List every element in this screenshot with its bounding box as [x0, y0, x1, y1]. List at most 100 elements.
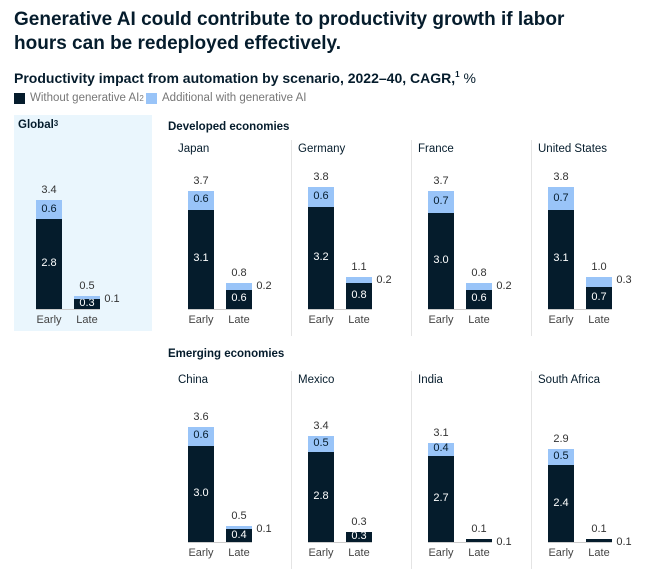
panel-name-china: China — [178, 374, 209, 386]
global-early-total-label: 3.4 — [41, 184, 57, 197]
global-early-base-bar — [36, 219, 62, 309]
japan-late-total-label: 0.8 — [231, 267, 247, 280]
japan-early-base-bar — [188, 209, 214, 309]
panel-name-mexico: Mexico — [298, 374, 335, 386]
china-late-add-label: 0.1 — [256, 523, 272, 535]
legend-item-without-genai: Without generative AI 2 — [14, 92, 144, 104]
united-states-early-add-label: 0.7 — [553, 191, 569, 204]
global-header: Global3 — [18, 119, 59, 131]
south-africa-early-base-label: 2.4 — [553, 496, 569, 509]
global-late-total-label: 0.5 — [79, 280, 95, 293]
germany-late-base-bar — [346, 283, 372, 309]
baseline — [428, 309, 492, 310]
india-early-total-label: 3.1 — [433, 426, 449, 439]
india-late-bar — [466, 539, 492, 542]
legend-label: Additional with generative AI — [162, 92, 307, 104]
united-states-late-add-label: 0.3 — [616, 274, 632, 286]
panel-name-germany: Germany — [298, 143, 346, 155]
mexico-late-base-bar — [346, 532, 372, 542]
emerging-header: Emerging economies — [168, 348, 285, 360]
france-early-add-bar — [428, 190, 454, 213]
japan-early-total-label: 3.7 — [193, 174, 209, 187]
germany-late-add-label: 0.2 — [376, 274, 392, 286]
south-africa-early-add-label: 0.5 — [553, 450, 569, 463]
south-africa-early-tick-label: Early — [548, 547, 574, 559]
global-late-tick-label: Late — [76, 314, 98, 326]
mexico-early-total-label: 3.4 — [313, 420, 329, 433]
panel-name-united-states: United States — [538, 143, 608, 155]
united-states-early-base-bar — [548, 209, 574, 309]
legend-footnote: 2 — [139, 93, 144, 103]
global-late-add-bar — [74, 296, 100, 300]
baseline — [548, 309, 612, 310]
global-early-base-label: 2.8 — [41, 257, 57, 270]
global-early-add-bar — [36, 200, 62, 220]
panel-name-japan: Japan — [178, 143, 210, 155]
united-states-early-tick-label: Early — [548, 314, 574, 326]
chart-title-text: Productivity impact from automation by s… — [14, 70, 456, 86]
india-late-total-label: 0.1 — [471, 523, 487, 535]
india-early-tick-label: Early — [428, 547, 454, 559]
france-early-tick-label: Early — [428, 314, 454, 326]
india-late-tick-label: Late — [468, 547, 490, 559]
france-late-base-label: 0.6 — [471, 292, 487, 305]
china-early-total-label: 3.6 — [193, 410, 209, 423]
france-early-add-label: 0.7 — [433, 194, 449, 207]
japan-early-add-bar — [188, 190, 214, 210]
india-early-add-bar — [428, 442, 454, 456]
global-late-base-bar — [74, 299, 100, 309]
united-states-early-total-label: 3.8 — [553, 171, 569, 184]
baseline — [188, 309, 252, 310]
japan-late-add-bar — [226, 283, 252, 290]
united-states-late-tick-label: Late — [588, 314, 610, 326]
headline: Generative AI could contribute to produc… — [14, 9, 565, 54]
baseline — [428, 542, 492, 543]
china-early-base-bar — [188, 446, 214, 542]
baseline — [308, 542, 372, 543]
south-africa-late-add-label: 0.1 — [616, 536, 632, 548]
global-late-add-label: 0.1 — [104, 293, 120, 306]
legend-item-additional-genai: Additional with generative AI — [146, 92, 306, 104]
france-early-total-label: 3.7 — [433, 174, 449, 187]
south-africa-early-total-label: 2.9 — [553, 433, 569, 446]
panel-name-france: France — [418, 143, 454, 155]
panel-separator — [531, 140, 532, 336]
france-late-add-label: 0.2 — [496, 280, 512, 293]
global-early-tick-label: Early — [36, 314, 62, 326]
developed-header: Developed economies — [168, 121, 290, 133]
china-late-tick-label: Late — [228, 547, 250, 559]
germany-late-base-label: 0.8 — [351, 289, 367, 302]
south-africa-late-total-label: 0.1 — [591, 523, 607, 535]
germany-early-base-bar — [308, 206, 334, 309]
japan-late-base-bar — [226, 289, 252, 309]
panel-name-south-africa: South Africa — [538, 374, 601, 386]
germany-early-total-label: 3.8 — [313, 171, 329, 184]
germany-late-tick-label: Late — [348, 314, 370, 326]
global-late-base-label: 0.3 — [79, 297, 95, 310]
united-states-late-total-label: 1.0 — [591, 261, 607, 273]
mexico-late-total-label: 0.3 — [351, 516, 367, 529]
germany-late-total-label: 1.1 — [351, 261, 367, 273]
india-late-add-label: 0.1 — [496, 536, 512, 548]
japan-late-tick-label: Late — [228, 314, 250, 326]
chart-title: Productivity impact from automation by s… — [14, 70, 476, 86]
france-early-base-label: 3.0 — [433, 254, 449, 266]
germany-early-base-label: 3.2 — [313, 250, 329, 263]
india-early-add-label: 0.4 — [433, 442, 449, 455]
mexico-late-base-label: 0.3 — [351, 530, 367, 543]
legend-swatch-dark — [14, 92, 25, 104]
panel-name-india: India — [418, 374, 443, 386]
chart-title-unit: % — [463, 70, 476, 86]
mexico-late-tick-label: Late — [348, 547, 370, 559]
india-early-base-label: 2.7 — [433, 491, 449, 504]
panel-separator — [411, 140, 412, 336]
mexico-early-add-bar — [308, 436, 334, 453]
legend-label: Without generative AI — [30, 92, 140, 104]
china-early-add-label: 0.6 — [193, 429, 209, 442]
china-early-add-bar — [188, 426, 214, 446]
japan-early-tick-label: Early — [188, 314, 214, 326]
china-early-tick-label: Early — [188, 547, 214, 559]
india-early-base-bar — [428, 455, 454, 542]
united-states-late-base-bar — [586, 286, 612, 309]
south-africa-early-base-bar — [548, 465, 574, 542]
